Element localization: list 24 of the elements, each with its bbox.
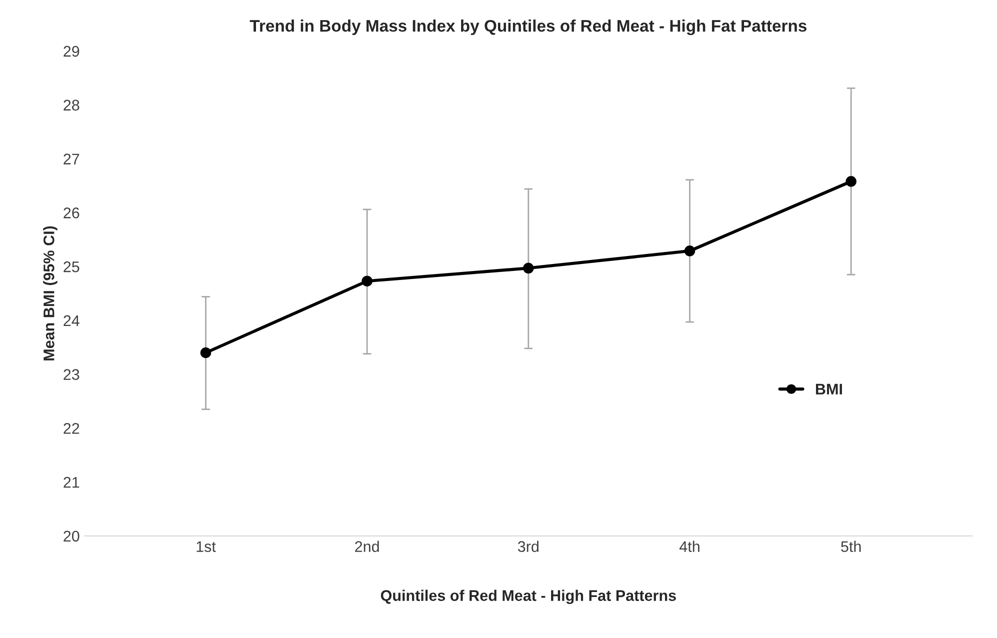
y-tick-label: 24: [64, 315, 80, 326]
point: [684, 246, 696, 256]
y-tick-label: 29: [64, 46, 80, 57]
y-tick-label: 22: [64, 423, 80, 434]
chart-title: Trend in Body Mass Index by Quintiles of Red Meat - High Fat Patterns: [250, 20, 806, 36]
point: [362, 276, 372, 286]
y-tick-label: 25: [64, 261, 80, 272]
y-tick-label: 21: [64, 476, 80, 488]
y-tick-label: 26: [64, 208, 80, 218]
point: [846, 176, 856, 187]
y-tick-label: 23: [64, 369, 80, 380]
x-axis-title: Quintiles of Red Meat - High Fat Patterns: [380, 590, 676, 604]
legend-label: BMI: [816, 384, 842, 394]
point: [523, 262, 534, 274]
x-tick-label: 2nd: [355, 540, 379, 552]
y-tick-label: 27: [64, 154, 80, 164]
y-axis-title: Mean BMI (95% CI): [43, 226, 58, 360]
y-tick-label: 20: [64, 530, 80, 542]
x-tick-label: 3rd: [518, 540, 538, 552]
x-tick-label: 5th: [841, 540, 861, 552]
point: [200, 347, 212, 358]
x-tick-label: 1st: [196, 541, 216, 552]
x-tick-label: 4th: [679, 540, 700, 552]
y-tick-label: 28: [64, 100, 80, 111]
